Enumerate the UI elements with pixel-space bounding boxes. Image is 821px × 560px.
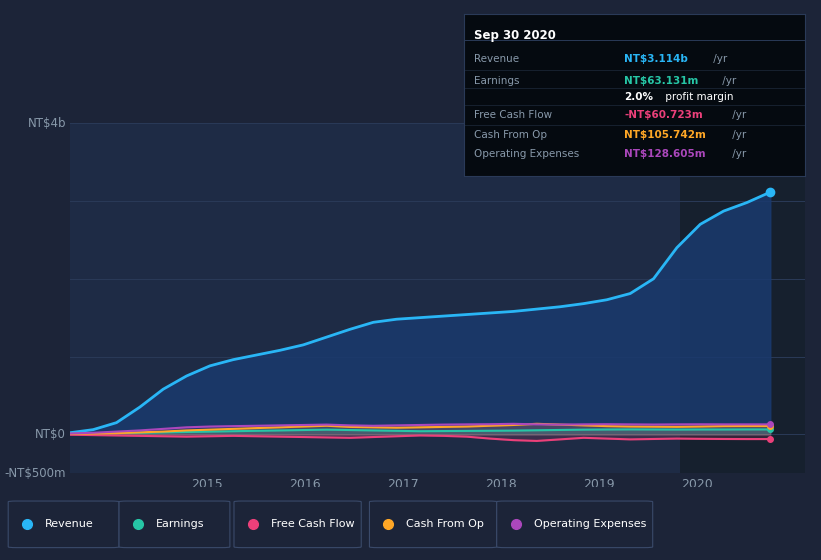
Text: Revenue: Revenue bbox=[45, 519, 94, 529]
Text: Operating Expenses: Operating Expenses bbox=[474, 150, 580, 160]
FancyBboxPatch shape bbox=[497, 501, 653, 548]
Text: -NT$60.723m: -NT$60.723m bbox=[624, 110, 703, 120]
Text: /yr: /yr bbox=[729, 110, 746, 120]
Text: -NT$500m: -NT$500m bbox=[5, 466, 67, 480]
Text: NT$4b: NT$4b bbox=[28, 116, 67, 130]
Text: Earnings: Earnings bbox=[474, 76, 520, 86]
Text: NT$0: NT$0 bbox=[35, 428, 67, 441]
Text: 2.0%: 2.0% bbox=[624, 92, 653, 102]
Text: profit margin: profit margin bbox=[663, 92, 734, 102]
Text: Free Cash Flow: Free Cash Flow bbox=[474, 110, 553, 120]
Text: Cash From Op: Cash From Op bbox=[474, 130, 547, 140]
Text: NT$105.742m: NT$105.742m bbox=[624, 130, 706, 140]
Text: Sep 30 2020: Sep 30 2020 bbox=[474, 29, 556, 41]
Text: /yr: /yr bbox=[729, 150, 746, 160]
Text: /yr: /yr bbox=[719, 76, 736, 86]
Text: /yr: /yr bbox=[729, 130, 746, 140]
Text: Revenue: Revenue bbox=[474, 54, 519, 64]
Text: Free Cash Flow: Free Cash Flow bbox=[271, 519, 355, 529]
Text: Operating Expenses: Operating Expenses bbox=[534, 519, 646, 529]
Text: Earnings: Earnings bbox=[156, 519, 204, 529]
Text: NT$63.131m: NT$63.131m bbox=[624, 76, 699, 86]
FancyBboxPatch shape bbox=[234, 501, 361, 548]
FancyBboxPatch shape bbox=[8, 501, 119, 548]
Text: NT$3.114b: NT$3.114b bbox=[624, 54, 688, 64]
Text: /yr: /yr bbox=[710, 54, 727, 64]
Bar bbox=[680, 123, 821, 473]
FancyBboxPatch shape bbox=[119, 501, 230, 548]
FancyBboxPatch shape bbox=[369, 501, 497, 548]
Text: NT$128.605m: NT$128.605m bbox=[624, 150, 705, 160]
Text: Cash From Op: Cash From Op bbox=[406, 519, 484, 529]
